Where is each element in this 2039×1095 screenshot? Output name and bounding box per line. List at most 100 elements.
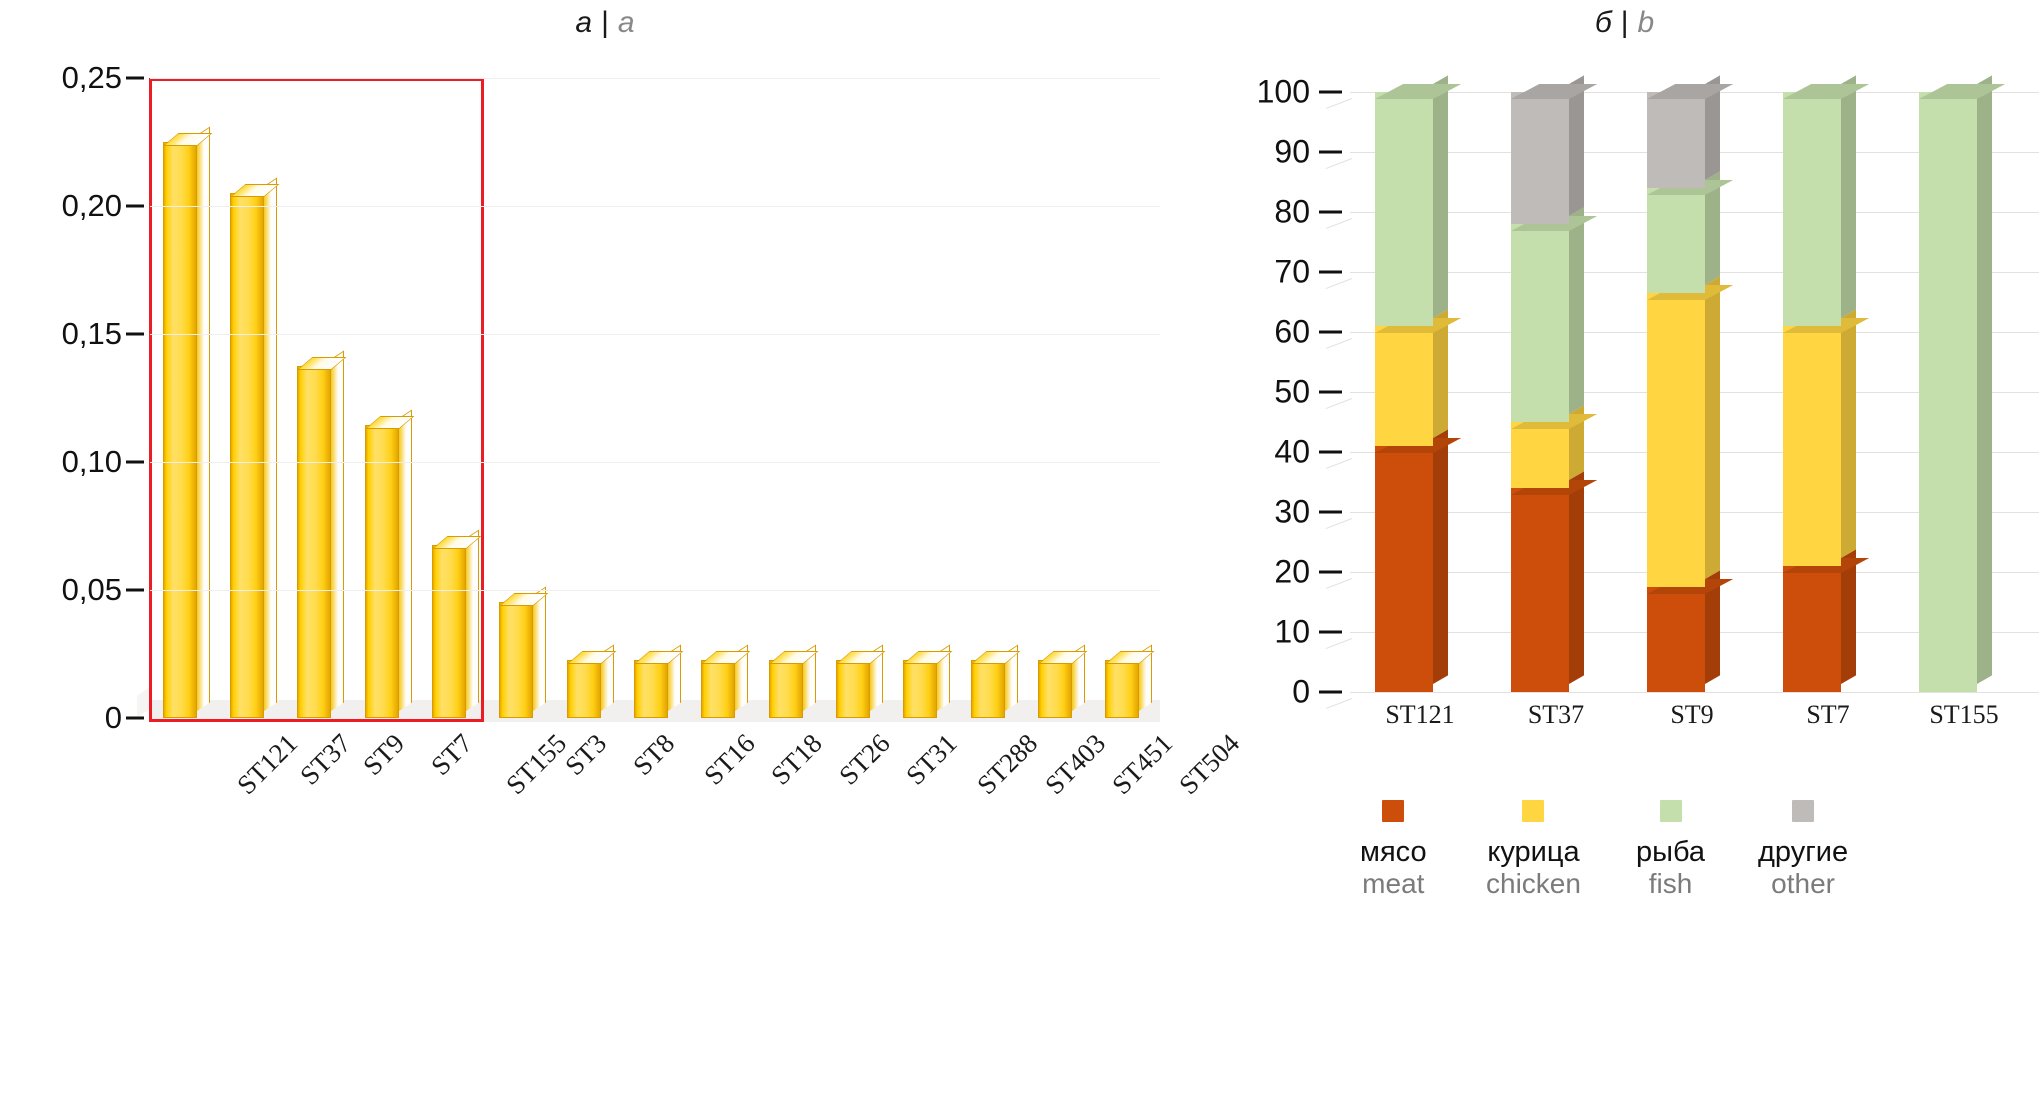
bar-front-face [903, 660, 938, 718]
segment-side-face [1433, 75, 1448, 318]
bar-front-face [499, 601, 534, 718]
y-axis-tick-label: 60 [1274, 313, 1310, 350]
segment-front-face [1783, 92, 1841, 326]
segment-side-face [1569, 207, 1584, 414]
panel-a-title-cyrillic: а [575, 6, 593, 39]
bar-front-face [162, 142, 197, 718]
bar-front-face [297, 366, 332, 718]
gridline [150, 462, 1160, 463]
x-axis-tick-label: ST26 [832, 728, 896, 791]
y-axis-tick-label: 70 [1274, 253, 1310, 290]
stacked-bar [1647, 75, 1734, 692]
y-axis-tick-label: 100 [1256, 73, 1310, 110]
y-axis-tick-mark [1319, 450, 1342, 454]
stacked-bar-segment [1375, 429, 1462, 692]
y-axis-tick-label: 90 [1274, 133, 1310, 170]
y-axis-tick-label: 0,05 [61, 572, 122, 607]
legend-swatch-icon [1522, 800, 1545, 822]
legend-label-ru: мясо [1360, 836, 1427, 868]
segment-side-face [1841, 309, 1856, 558]
x-axis-tick-label: ST451 [1106, 728, 1179, 801]
bar [1105, 644, 1155, 718]
stacked-bar-segment [1647, 75, 1734, 188]
x-axis-tick-label: ST121 [230, 728, 303, 801]
bar-front-face [566, 660, 601, 718]
gridline [150, 78, 1160, 79]
y-axis-tick-label: 40 [1274, 433, 1310, 470]
legend-swatch-icon [1382, 800, 1405, 822]
y-axis-tick-label: 0,15 [61, 316, 122, 351]
segment-front-face [1647, 293, 1705, 587]
legend-item: рыба fish [1636, 800, 1705, 900]
chart-legend: мясо meat курица chicken рыба fish другие other [1360, 800, 1920, 930]
bar-front-face [230, 193, 264, 718]
y-axis-tick-label: 80 [1274, 193, 1310, 230]
x-axis-tick-label: ST155 [500, 728, 573, 801]
panel-a-x-axis: ST121 ST37 ST9 ST7 ST155 ST3 ST8 ST16 ST18 ST26 ST… [150, 728, 1246, 888]
panel-b: б | b 0 10 20 30 40 50 60 70 80 90 100 ST121 ST37 ST9 S… [1210, 0, 2039, 1095]
bar [768, 644, 819, 718]
y-axis-tick-mark [1319, 390, 1342, 394]
y-axis-tick-mark [126, 332, 144, 336]
y-axis-tick-label: 0,10 [61, 444, 122, 479]
bar-front-face [1038, 660, 1072, 718]
bar [634, 644, 684, 718]
bar [162, 126, 213, 718]
segment-front-face [1647, 188, 1705, 293]
bar-side-face [398, 409, 412, 711]
stacked-bar-segment [1783, 309, 1870, 566]
legend-item: мясо meat [1360, 800, 1427, 900]
segment-side-face [1569, 471, 1584, 684]
x-axis-tick-label: ST7 [1806, 700, 1850, 729]
gridline [150, 334, 1160, 335]
x-axis-tick-label: ST37 [294, 728, 357, 791]
panel-a-title-latin: a [617, 6, 635, 39]
segment-front-face [1375, 92, 1433, 326]
x-axis-tick-label: ST31 [900, 728, 963, 791]
y-axis-tick-mark [126, 76, 144, 80]
legend-label-en: meat [1362, 868, 1425, 900]
stacked-bar-segment [1511, 75, 1598, 224]
bar-side-face [533, 586, 547, 711]
legend-label-en: fish [1648, 868, 1693, 900]
legend-item: курица chicken [1486, 800, 1581, 900]
gridline [150, 206, 1160, 207]
x-axis-tick-label: ST288 [971, 728, 1044, 801]
bar [566, 644, 617, 718]
panel-b-title-separator: | [1620, 6, 1629, 39]
bar [701, 644, 751, 718]
x-axis-tick-label: ST403 [1038, 728, 1111, 801]
bar [364, 409, 415, 718]
stacked-bar-segment [1647, 570, 1734, 692]
bar-front-face [634, 660, 668, 718]
panel-b-x-axis: ST121 ST37 ST9 ST7 ST155 [1350, 700, 2030, 750]
bar-front-face [970, 660, 1005, 718]
stacked-bar-segment [1647, 276, 1734, 587]
y-axis-tick-label: 0 [1292, 673, 1310, 710]
bar-side-face [331, 350, 345, 711]
y-axis-tick-label: 20 [1274, 553, 1310, 590]
segment-front-face [1375, 326, 1433, 446]
panel-a-title-separator: | [601, 6, 609, 39]
stacked-bar [1783, 75, 1870, 692]
y-axis-tick-mark [126, 588, 144, 592]
y-axis-tick-mark [1319, 330, 1342, 334]
stacked-bar-segment [1375, 75, 1462, 326]
bar-side-face [466, 529, 479, 711]
y-axis-tick-label: 0 [104, 700, 122, 735]
segment-side-face [1977, 75, 1992, 685]
panel-a: а | a 0 0,05 0,10 0,15 0,20 0,25 ST121 ST37 ST9 ST… [0, 0, 1210, 1095]
legend-label-ru: другие [1758, 836, 1849, 868]
y-axis-tick-label: 10 [1274, 613, 1310, 650]
segment-front-face [1511, 92, 1569, 224]
gridline [150, 590, 1160, 591]
panel-a-y-axis: 0 0,05 0,10 0,15 0,20 0,25 [0, 60, 150, 735]
bar-side-face [264, 177, 277, 711]
bar [903, 644, 953, 718]
legend-label-en: other [1771, 868, 1835, 900]
bar-front-face [1105, 660, 1140, 718]
bar-side-face [196, 126, 210, 712]
legend-item: другие other [1758, 800, 1848, 900]
segment-front-face [1647, 92, 1705, 188]
